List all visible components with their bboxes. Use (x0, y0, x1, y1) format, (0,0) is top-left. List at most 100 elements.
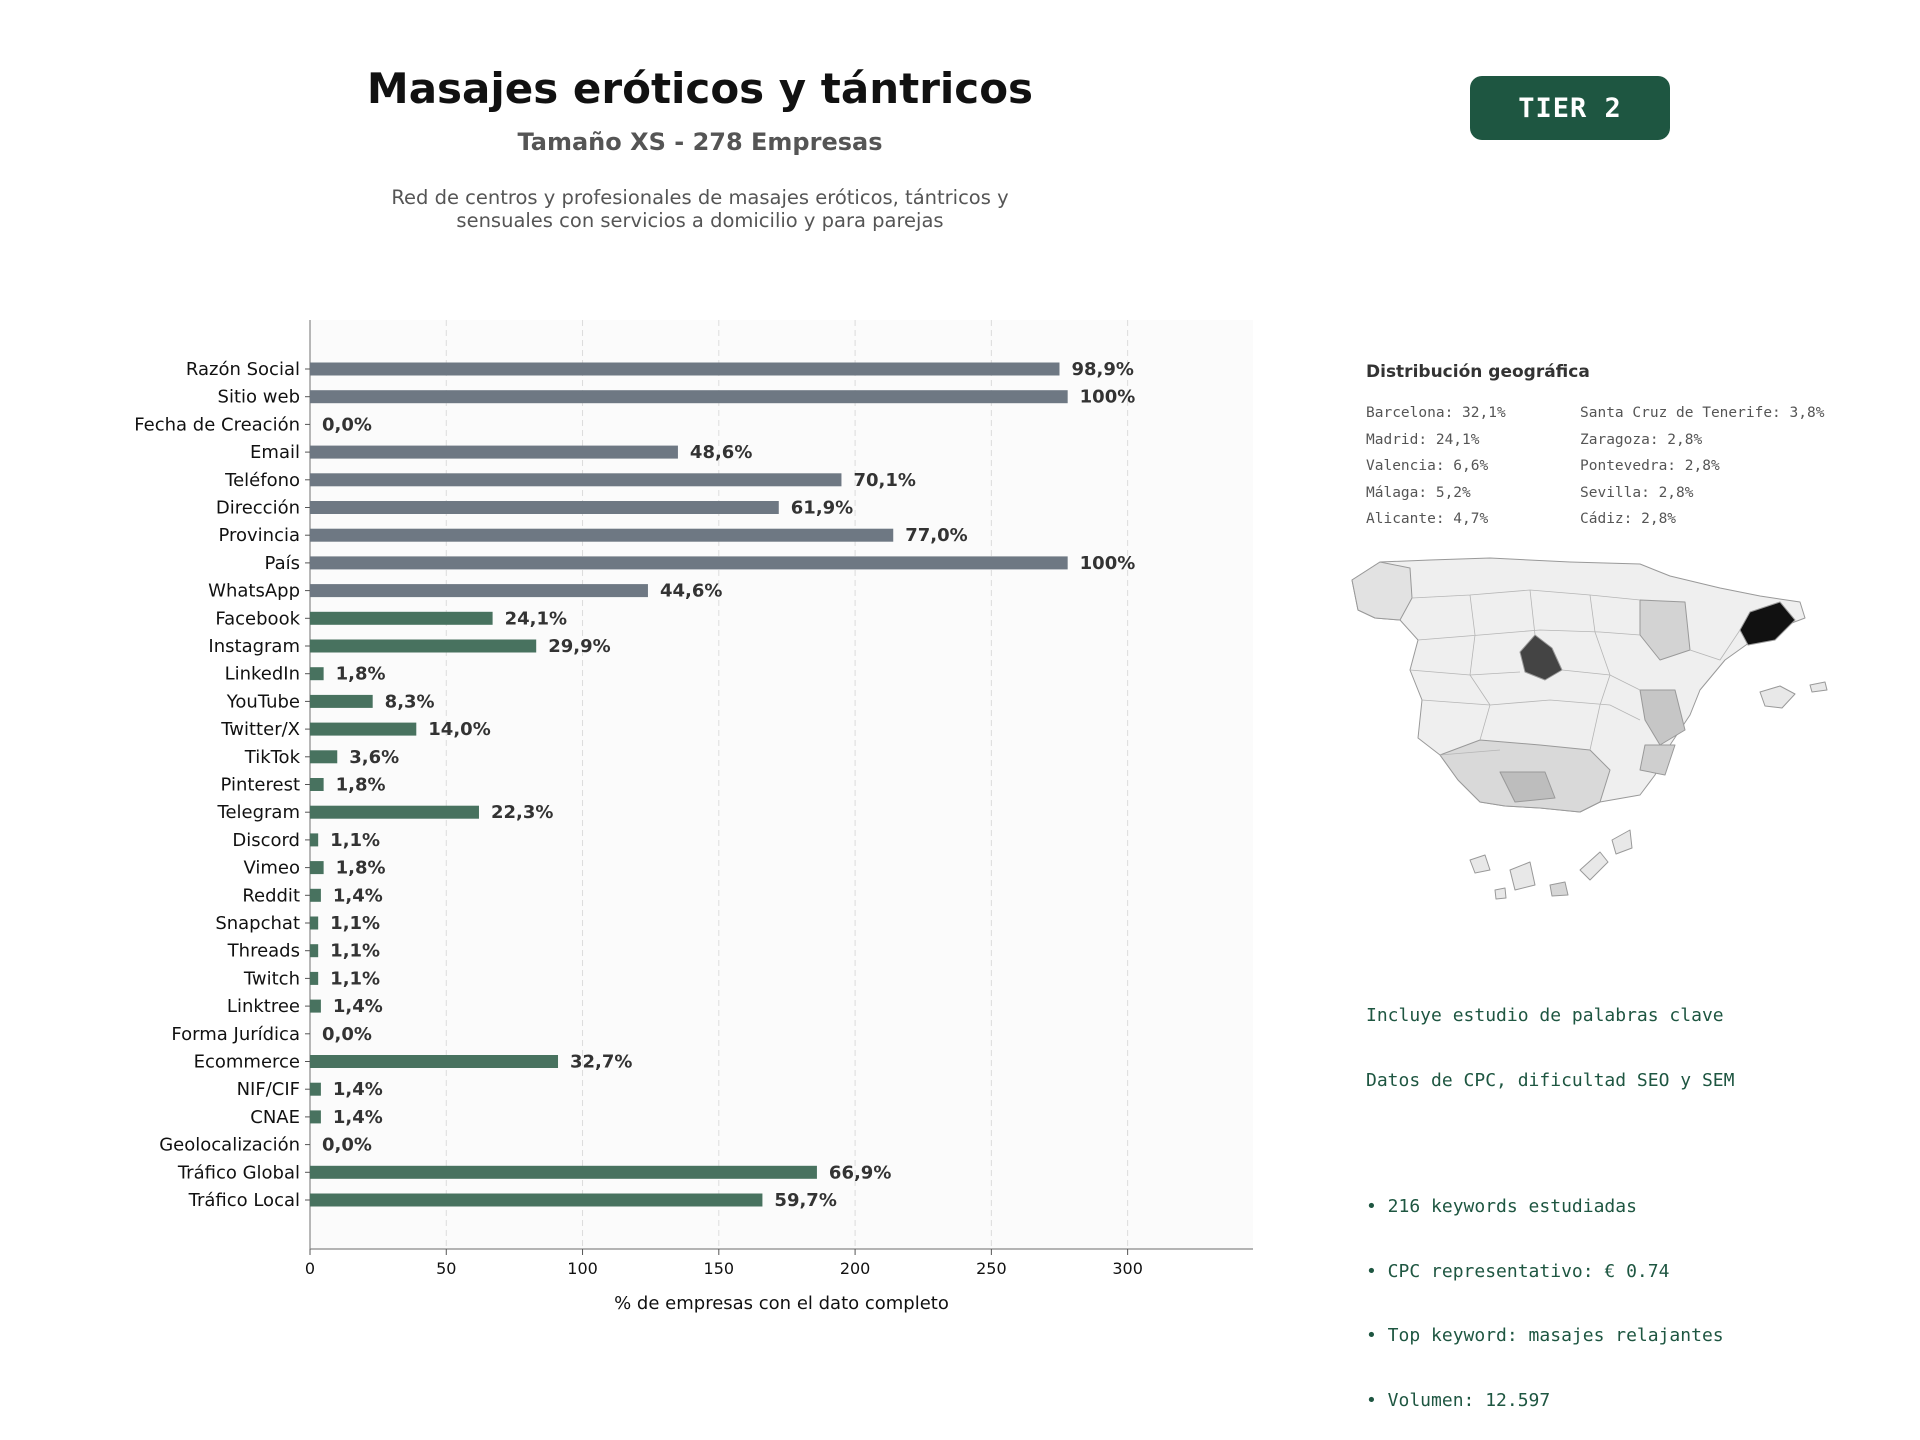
y-tick-label: NIF/CIF (237, 1079, 300, 1100)
bar (310, 1055, 559, 1068)
data-label: 98,9% (1071, 359, 1133, 380)
keywords-line-2: Datos de CPC, dificultad SEO y SEM (1366, 1069, 1735, 1091)
y-tick-label: Email (250, 442, 300, 463)
geo-item: Valencia: 6,6% (1366, 458, 1489, 474)
map-canarias-4 (1579, 851, 1609, 881)
chart-subtitle: Tamaño XS - 278 Empresas (517, 128, 883, 156)
bar (310, 750, 338, 764)
keywords-line-1: Incluye estudio de palabras clave (1366, 1005, 1724, 1026)
x-tick-label: 250 (976, 1259, 1007, 1278)
data-label: 8,3% (385, 691, 435, 712)
y-tick-label: Dirección (216, 498, 300, 519)
y-tick-label: Pinterest (220, 775, 300, 796)
x-tick-label: 0 (305, 1259, 315, 1278)
data-label: 24,1% (505, 608, 567, 629)
bar (310, 971, 319, 985)
map-canarias-3 (1549, 881, 1569, 897)
bar (310, 501, 779, 514)
bar (310, 584, 648, 598)
y-tick-label: Reddit (242, 885, 300, 906)
y-tick-label: Tráfico Local (188, 1190, 300, 1211)
y-tick-label: Twitch (243, 968, 300, 989)
y-tick-label: Geolocalización (159, 1135, 300, 1156)
bar-chart: 0 50 100 150 200 250 300 % de empresas con el d… (134, 320, 1253, 1314)
y-tick-label: Telegram (217, 802, 300, 823)
y-tick-label: Teléfono (224, 470, 300, 491)
bar (310, 944, 319, 958)
x-tick-label: 50 (436, 1259, 456, 1278)
geo-item: Madrid: 24,1% (1366, 431, 1480, 448)
map-alicante (1639, 744, 1676, 776)
map-galicia (1351, 561, 1413, 621)
data-label: 0,0% (322, 1024, 372, 1045)
y-tick-label: País (265, 553, 300, 574)
bar (310, 639, 537, 653)
description-line-1: Red de centros y profesionales de masaje… (391, 186, 1009, 209)
map-canarias-5 (1611, 829, 1633, 855)
data-label: 1,4% (333, 885, 383, 906)
y-tick-label: Twitter/X (220, 719, 300, 740)
data-label: 0,0% (322, 1135, 372, 1156)
x-tick-label: 100 (567, 1259, 598, 1278)
y-tick-label: Tráfico Global (177, 1162, 300, 1183)
data-label: 100% (1080, 553, 1136, 574)
data-label: 1,1% (330, 830, 380, 851)
map-malaga (1499, 771, 1556, 803)
data-label: 66,9% (829, 1162, 891, 1183)
y-tick-label: Sitio web (218, 387, 300, 408)
data-label: 1,8% (336, 775, 386, 796)
y-tick-label: Facebook (215, 608, 300, 629)
bar (310, 390, 1068, 404)
data-label: 14,0% (428, 719, 490, 740)
description-line-2: sensuales con servicios a domicilio y pa… (456, 209, 944, 232)
map-canarias-6 (1494, 887, 1507, 900)
spain-choropleth-map (1351, 557, 1828, 900)
y-tick-label: Linktree (227, 996, 300, 1017)
geo-list-left: Barcelona: 32,1% Madrid: 24,1% Valencia:… (1366, 400, 1506, 533)
y-tick-label: Ecommerce (194, 1052, 300, 1073)
geo-item: Pontevedra: 2,8% (1580, 458, 1720, 474)
y-tick-label: Forma Jurídica (171, 1024, 300, 1045)
data-label: 100% (1080, 387, 1136, 408)
data-label: 1,1% (330, 941, 380, 962)
bar (310, 916, 319, 930)
bar (310, 1193, 763, 1207)
bar (310, 999, 321, 1013)
chart-title: Masajes eróticos y tántricos (366, 64, 1034, 113)
data-label: 1,4% (333, 1079, 383, 1100)
keyword-bullet: • CPC representativo: € 0.74 (1366, 1260, 1670, 1282)
map-menorca (1809, 681, 1828, 693)
data-label: 59,7% (774, 1190, 836, 1211)
x-tick-label: 150 (704, 1259, 735, 1278)
bar (310, 445, 678, 459)
keyword-bullet: • Volumen: 12.597 (1366, 1389, 1551, 1411)
keyword-bullet: • 216 keywords estudiadas (1366, 1196, 1637, 1217)
bar (310, 888, 321, 902)
data-label: 1,8% (336, 664, 386, 685)
data-label: 1,1% (330, 913, 380, 934)
bar (310, 778, 324, 791)
map-zaragoza (1639, 599, 1691, 661)
description: Red de centros y profesionales de masaje… (220, 186, 1180, 232)
y-tick-label: Threads (227, 941, 300, 962)
y-tick-label: Vimeo (243, 858, 300, 879)
bar (310, 473, 842, 487)
bar (310, 694, 373, 708)
bar (310, 1165, 817, 1179)
bar (310, 861, 324, 875)
map-valencia (1639, 689, 1686, 746)
bar (310, 556, 1068, 570)
geo-item: Cádiz: 2,8% (1580, 511, 1677, 527)
data-label: 61,9% (791, 498, 853, 519)
data-label: 44,6% (660, 581, 722, 602)
tier-badge: TIER 2 (1470, 76, 1670, 140)
data-label: 32,7% (570, 1052, 632, 1073)
geo-item: Alicante: 4,7% (1366, 511, 1489, 527)
data-label: 70,1% (853, 470, 915, 491)
bar (310, 722, 417, 736)
bar (310, 1082, 321, 1096)
data-label: 1,1% (330, 968, 380, 989)
y-tick-label: TikTok (244, 747, 301, 768)
geo-item: Zaragoza: 2,8% (1580, 431, 1703, 448)
y-tick-label: Provincia (218, 525, 300, 546)
